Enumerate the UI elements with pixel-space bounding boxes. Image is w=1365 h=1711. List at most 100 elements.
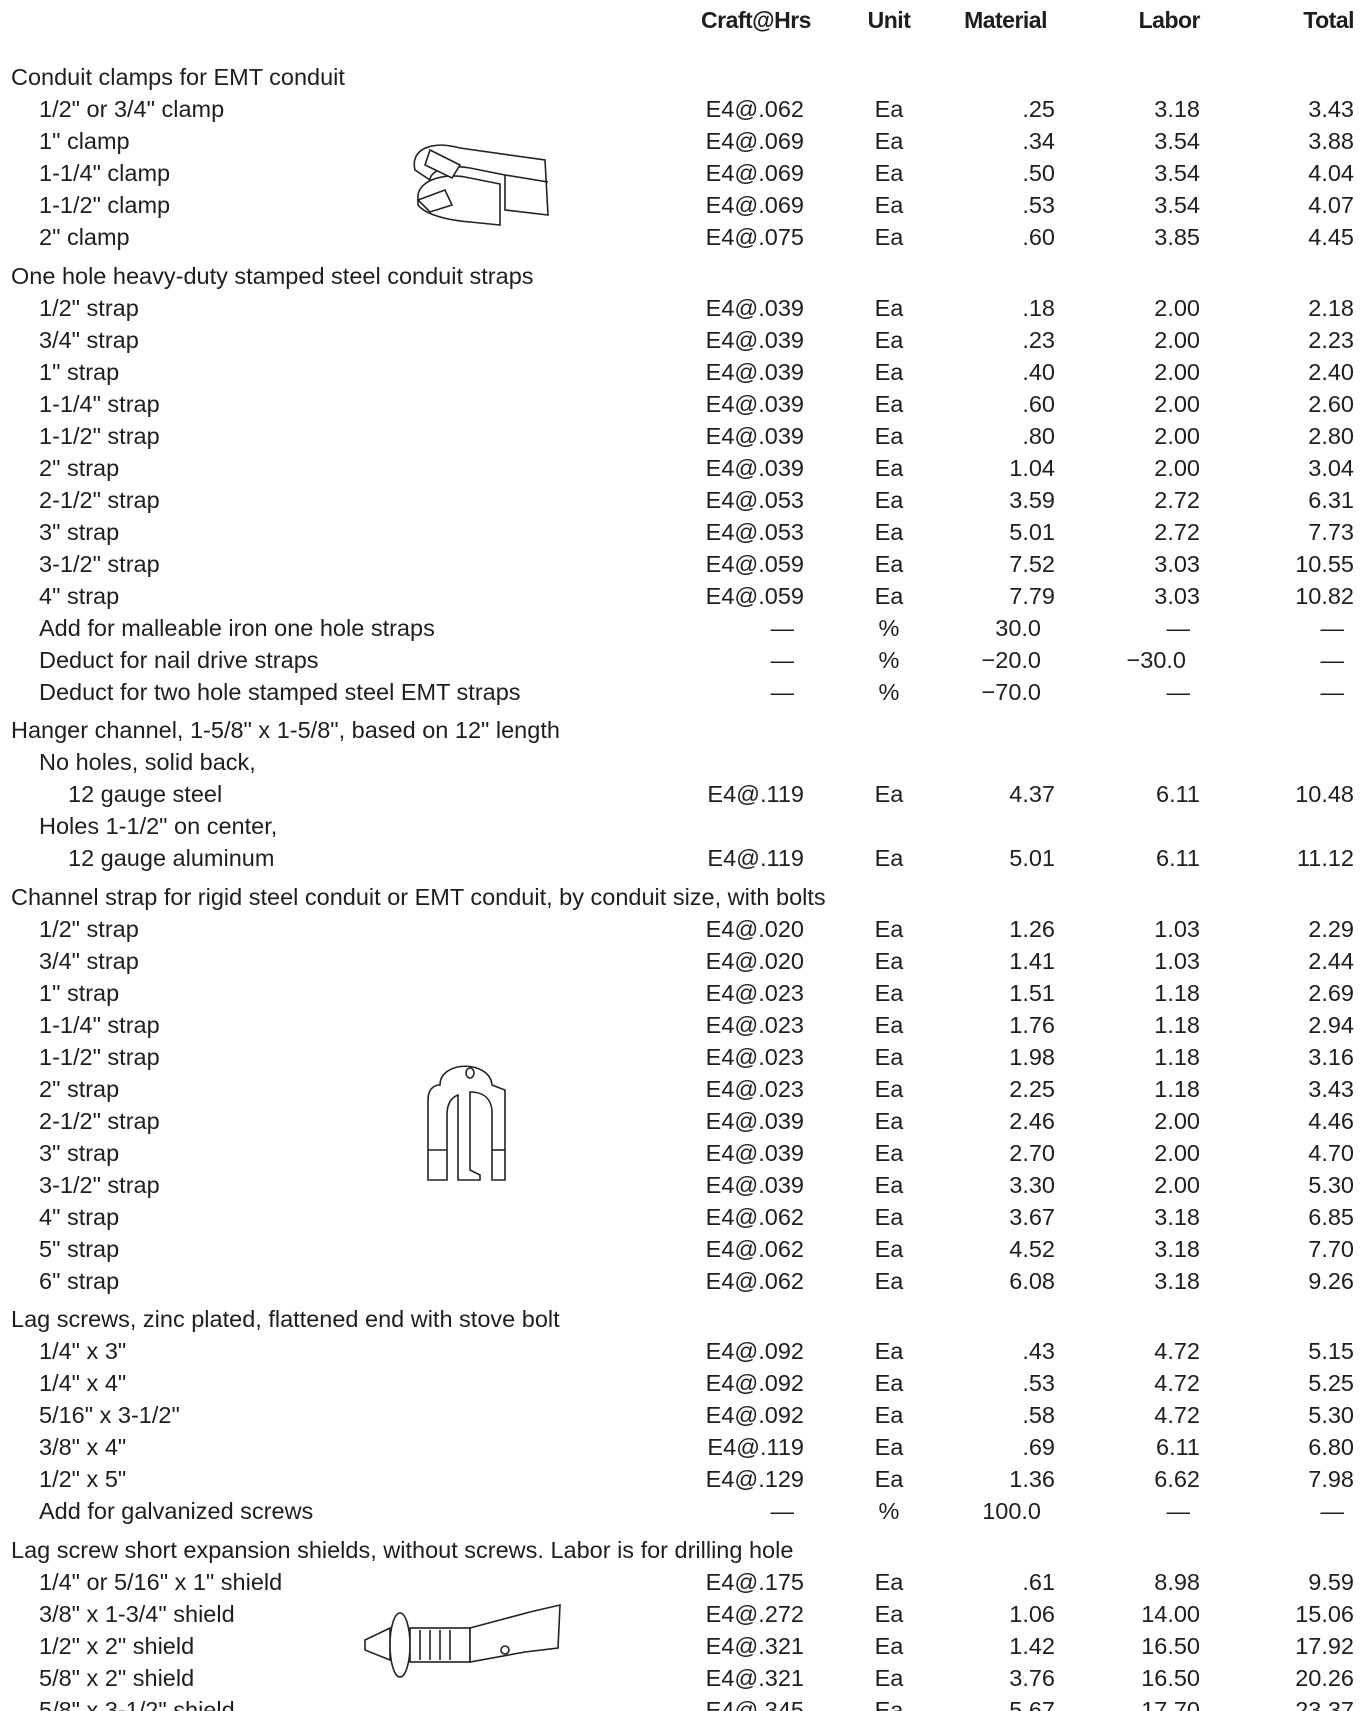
- total: 2.69: [1308, 979, 1354, 1006]
- unit: Ea: [874, 550, 904, 577]
- item-label: 1-1/2" strap: [39, 1043, 160, 1070]
- item-label: 1/4" x 4": [39, 1370, 127, 1397]
- labor: 8.98: [1154, 1569, 1200, 1595]
- craft-hours: E4@.039: [705, 326, 804, 353]
- unit: %: [878, 646, 900, 673]
- column-header: Labor: [1138, 7, 1201, 33]
- craft-hours: E4@.092: [705, 1402, 804, 1429]
- labor: 2.00: [1154, 358, 1200, 385]
- labor: 14.00: [1141, 1601, 1200, 1627]
- labor: 2.00: [1154, 1139, 1200, 1166]
- item-label: 1/4" or 5/16" x 1" shield: [39, 1569, 283, 1595]
- labor: 16.50: [1141, 1633, 1200, 1659]
- total: 3.43: [1308, 1075, 1354, 1102]
- unit: Ea: [874, 1434, 904, 1461]
- item-label: 5/16" x 3-1/2": [39, 1402, 180, 1429]
- item-label: 2" strap: [39, 1075, 120, 1102]
- labor: 3.54: [1154, 160, 1200, 186]
- item-label: 5" strap: [39, 1235, 120, 1262]
- material: 1.26: [1009, 915, 1055, 942]
- total: 15.06: [1295, 1601, 1354, 1627]
- craft-hours: E4@.345: [705, 1697, 804, 1711]
- material: 100.0: [982, 1498, 1041, 1525]
- material: 30.0: [995, 614, 1041, 641]
- material: 5.67: [1009, 1697, 1055, 1711]
- unit: Ea: [874, 518, 904, 545]
- unit: Ea: [874, 160, 904, 186]
- unit: Ea: [874, 1107, 904, 1134]
- labor: —: [1166, 678, 1191, 705]
- craft-hours: E4@.075: [705, 224, 804, 250]
- craft-hours: E4@.272: [705, 1601, 804, 1627]
- labor: 4.72: [1154, 1338, 1200, 1365]
- labor: —: [1166, 1498, 1191, 1525]
- unit: Ea: [874, 1203, 904, 1230]
- total: —: [1320, 678, 1345, 705]
- total: 20.26: [1295, 1665, 1354, 1691]
- labor: 2.72: [1154, 518, 1200, 545]
- unit: %: [878, 678, 900, 705]
- unit: Ea: [874, 1601, 904, 1627]
- unit: Ea: [874, 1043, 904, 1070]
- section-title: Channel strap for rigid steel conduit or…: [11, 883, 826, 910]
- unit: Ea: [874, 1466, 904, 1493]
- item-label: 5/8" x 3-1/2" shield: [39, 1697, 235, 1711]
- material: 2.46: [1009, 1107, 1055, 1134]
- sub-heading: Holes 1-1/2" on center,: [39, 813, 278, 840]
- labor: 3.85: [1154, 224, 1200, 250]
- item-label: 3/8" x 1-3/4" shield: [39, 1601, 235, 1627]
- total: 2.94: [1308, 1011, 1354, 1038]
- craft-hours: E4@.129: [705, 1466, 804, 1493]
- craft-hours: E4@.023: [705, 1011, 804, 1038]
- craft-hours: E4@.039: [705, 294, 804, 321]
- total: 7.73: [1308, 518, 1354, 545]
- total: 11.12: [1296, 845, 1354, 872]
- unit: Ea: [874, 1665, 904, 1691]
- item-label: 2" strap: [39, 454, 120, 481]
- unit: Ea: [874, 422, 904, 449]
- craft-hours: E4@.321: [705, 1633, 804, 1659]
- craft-hours: E4@.175: [705, 1569, 804, 1595]
- item-label: Deduct for nail drive straps: [39, 646, 319, 673]
- item-label: 4" strap: [39, 582, 120, 609]
- craft-hours: E4@.039: [705, 1171, 804, 1198]
- total: 2.60: [1308, 390, 1354, 417]
- item-label: 1-1/4" clamp: [39, 160, 171, 186]
- unit: Ea: [874, 1370, 904, 1397]
- total: 23.37: [1295, 1697, 1354, 1711]
- total: 7.70: [1308, 1235, 1354, 1262]
- unit: Ea: [874, 390, 904, 417]
- craft-hours: E4@.059: [705, 582, 804, 609]
- labor: −30.0: [1126, 646, 1186, 673]
- material: .53: [1022, 1370, 1055, 1397]
- unit: Ea: [874, 486, 904, 513]
- material: 7.52: [1009, 550, 1055, 577]
- craft-hours: E4@.023: [705, 979, 804, 1006]
- item-label: 6" strap: [39, 1267, 120, 1294]
- unit: Ea: [874, 1139, 904, 1166]
- labor: 1.03: [1154, 915, 1200, 942]
- total: 10.55: [1295, 550, 1354, 577]
- labor: 6.62: [1154, 1466, 1200, 1493]
- material: .23: [1022, 326, 1055, 353]
- labor: 6.11: [1156, 1434, 1200, 1461]
- item-label: 1/2" or 3/4" clamp: [39, 96, 225, 122]
- item-label: 3" strap: [39, 518, 120, 545]
- craft-hours: E4@.039: [705, 1107, 804, 1134]
- total: 5.30: [1308, 1171, 1354, 1198]
- material: 3.76: [1009, 1665, 1055, 1691]
- section-title: Lag screws, zinc plated, flattened end w…: [11, 1306, 560, 1333]
- labor: 2.00: [1154, 294, 1200, 321]
- total: 17.92: [1295, 1633, 1354, 1659]
- material: 1.04: [1009, 454, 1055, 481]
- material: 1.98: [1009, 1043, 1055, 1070]
- craft-hours: E4@.053: [705, 518, 804, 545]
- unit: Ea: [874, 781, 904, 808]
- total: 5.30: [1308, 1402, 1354, 1429]
- unit: Ea: [874, 1402, 904, 1429]
- craft-hours: E4@.119: [707, 1434, 804, 1461]
- total: 3.88: [1308, 128, 1354, 154]
- total: 10.48: [1295, 781, 1354, 808]
- craft-hours: E4@.069: [705, 160, 804, 186]
- item-label: Add for malleable iron one hole straps: [39, 614, 435, 641]
